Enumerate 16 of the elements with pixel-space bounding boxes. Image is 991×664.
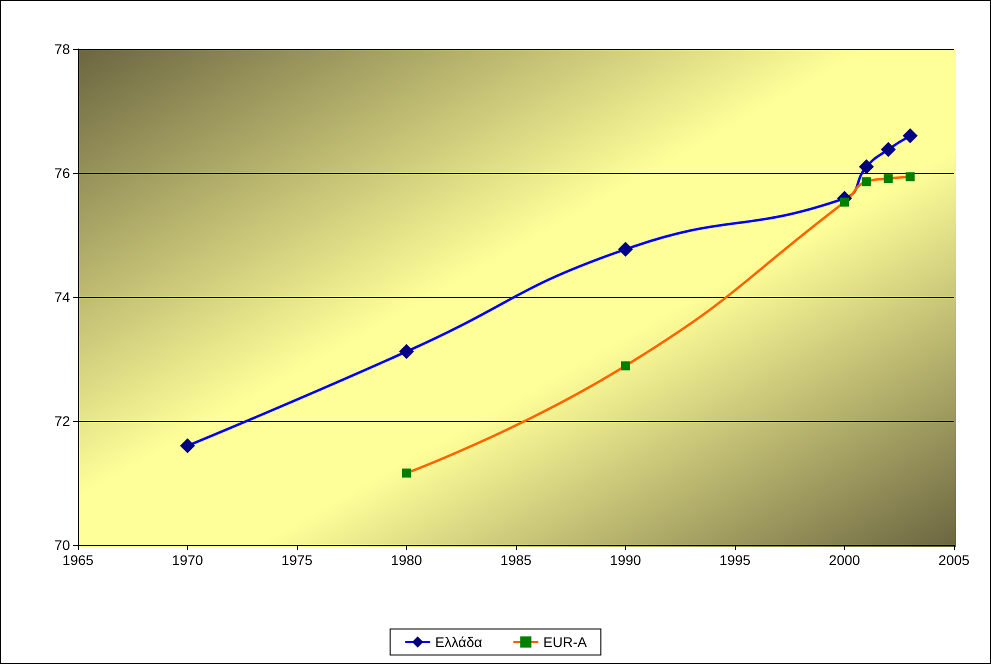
x-tick-label: 1965 xyxy=(62,552,94,568)
x-tick-label: 1985 xyxy=(500,552,532,568)
x-tick-label: 1980 xyxy=(390,552,422,568)
x-tick-label: 1975 xyxy=(281,552,313,568)
y-tick-label: 76 xyxy=(54,165,70,181)
y-tick-label: 70 xyxy=(54,537,70,553)
y-tick-label: 72 xyxy=(54,413,70,429)
y-tick-label: 78 xyxy=(54,41,70,57)
legend-label: EUR-A xyxy=(543,634,588,650)
x-tick-label: 1995 xyxy=(719,552,751,568)
x-tick-label: 2005 xyxy=(938,552,970,568)
x-tick-label: 1990 xyxy=(610,552,642,568)
y-tick-label: 74 xyxy=(54,289,70,305)
x-tick-label: 1970 xyxy=(172,552,204,568)
x-tick-label: 2000 xyxy=(828,552,860,568)
legend-label: Ελλάδα xyxy=(435,634,482,650)
